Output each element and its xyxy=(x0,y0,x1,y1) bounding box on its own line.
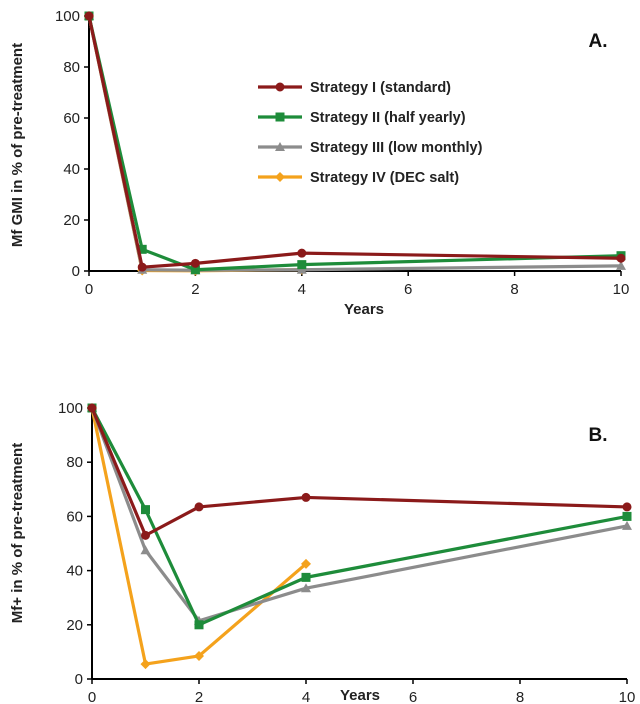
data-point xyxy=(297,260,307,270)
legend-label: Strategy I (standard) xyxy=(310,80,451,96)
series-line xyxy=(90,406,629,537)
y-tick-label: 80 xyxy=(66,454,83,471)
x-tick-label: 4 xyxy=(302,689,310,704)
data-point xyxy=(137,262,147,272)
y-tick-label: 0 xyxy=(72,263,80,280)
series-3 xyxy=(87,403,632,625)
legend: Strategy I (standard) Strategy II (half y… xyxy=(258,80,483,186)
data-point xyxy=(194,620,204,630)
data-point xyxy=(194,502,204,512)
data-point xyxy=(301,583,311,593)
series-line xyxy=(90,406,629,623)
legend-item: Strategy III (low monthly) xyxy=(258,140,483,156)
data-point xyxy=(297,248,307,258)
panel-label: A. xyxy=(589,31,608,52)
series-line xyxy=(90,406,629,627)
series-line xyxy=(87,14,304,273)
x-tick-label: 8 xyxy=(516,689,524,704)
data-point xyxy=(140,659,151,670)
y-tick-label: 40 xyxy=(66,563,83,580)
legend-label: Strategy II (half yearly) xyxy=(310,110,466,126)
y-tick-label: 60 xyxy=(66,508,83,525)
data-point xyxy=(296,264,307,274)
y-tick-label: 60 xyxy=(63,110,80,127)
data-point xyxy=(301,558,311,569)
x-tick-label: 2 xyxy=(191,281,199,298)
legend-item: Strategy IV (DEC salt) xyxy=(258,170,459,186)
x-tick-label: 8 xyxy=(510,281,518,298)
y-tick-label: 20 xyxy=(66,617,83,634)
legend-marker xyxy=(275,112,285,122)
legend-marker xyxy=(275,172,285,182)
x-tick-label: 6 xyxy=(404,281,412,298)
legend-marker xyxy=(275,82,285,92)
data-point xyxy=(141,505,150,515)
chart-panel-b: 0 20 40 60 80 100 0 2 4 6 8 10 Years Mf+ in % of pre-… xyxy=(9,400,635,704)
series-line xyxy=(90,406,308,666)
series-2 xyxy=(87,403,632,630)
legend-item: Strategy II (half yearly) xyxy=(258,110,466,126)
legend-item: Strategy I (standard) xyxy=(258,80,451,96)
x-tick-label: 6 xyxy=(409,689,417,704)
legend-marker xyxy=(275,142,285,151)
x-tick-label: 10 xyxy=(619,689,636,704)
y-tick-label: 40 xyxy=(63,161,80,178)
data-point xyxy=(622,502,632,512)
data-point xyxy=(301,572,311,582)
data-point xyxy=(301,492,311,502)
data-point xyxy=(84,11,94,21)
x-axis-title: Years xyxy=(344,301,384,318)
data-point xyxy=(622,520,632,530)
data-point xyxy=(622,511,632,521)
y-tick-label: 80 xyxy=(63,59,80,76)
data-point xyxy=(87,403,97,413)
chart-panel-a: 0 20 40 60 80 100 0 2 4 6 8 10 Years Mf GMI in % of p… xyxy=(9,8,629,318)
x-tick-label: 0 xyxy=(85,281,93,298)
data-point xyxy=(194,650,204,661)
series-1 xyxy=(87,403,632,540)
x-tick-label: 10 xyxy=(613,281,630,298)
legend-label: Strategy IV (DEC salt) xyxy=(310,170,459,186)
data-point xyxy=(141,530,150,540)
x-tick-label: 0 xyxy=(88,689,96,704)
y-tick-label: 100 xyxy=(58,400,83,417)
x-tick-label: 2 xyxy=(195,689,203,704)
series-1 xyxy=(84,11,626,272)
y-axis-title: Mf GMI in % of pre-treatment xyxy=(9,43,26,247)
legend-label: Strategy III (low monthly) xyxy=(310,140,483,156)
x-tick-label: 4 xyxy=(298,281,306,298)
y-axis-title: Mf+ in % of pre-treatment xyxy=(9,443,26,623)
data-point xyxy=(190,258,200,268)
data-point xyxy=(616,260,626,270)
panel-label: B. xyxy=(589,425,608,446)
data-point xyxy=(616,253,626,263)
y-tick-label: 100 xyxy=(55,8,80,25)
y-tick-label: 20 xyxy=(63,212,80,229)
x-axis-title: Years xyxy=(340,687,380,704)
data-point xyxy=(140,545,151,555)
y-tick-label: 0 xyxy=(75,671,83,688)
